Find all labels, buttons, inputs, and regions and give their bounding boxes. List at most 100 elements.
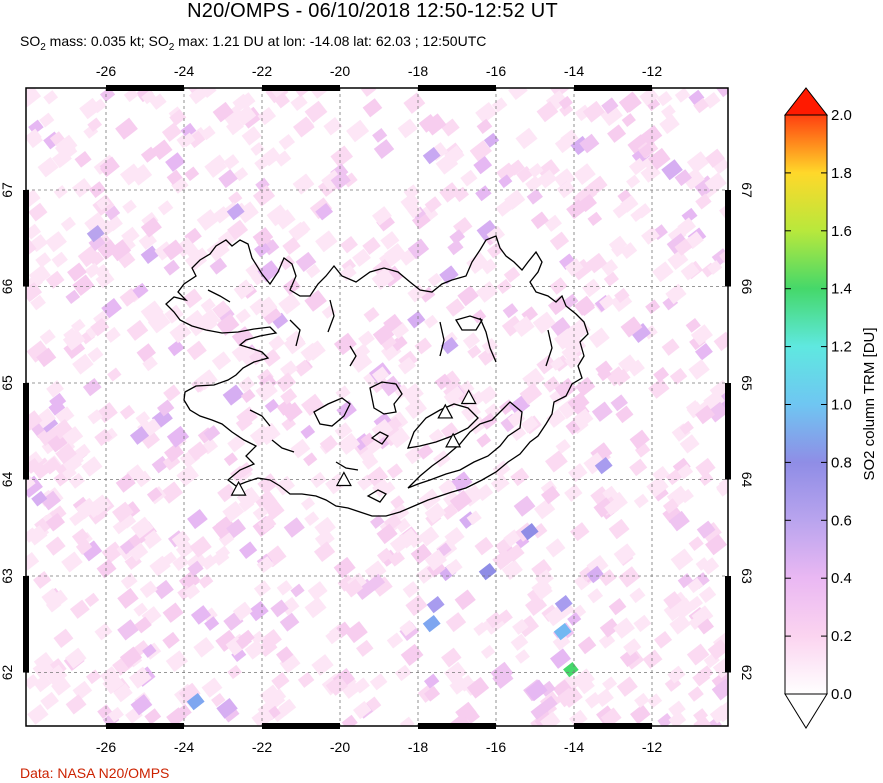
so2-pixel — [603, 271, 619, 287]
so2-pixel — [262, 348, 281, 367]
so2-pixel — [282, 237, 301, 255]
so2-pixel — [250, 142, 265, 156]
so2-pixel-elevated — [186, 692, 205, 711]
so2-pixel — [266, 204, 290, 227]
so2-pixel — [134, 470, 152, 488]
so2-pixel — [53, 628, 74, 648]
so2-pixel — [133, 602, 148, 617]
so2-pixel — [65, 694, 87, 715]
so2-pixel — [216, 313, 240, 336]
so2-pixel — [71, 178, 93, 198]
so2-pixel — [533, 581, 553, 601]
so2-pixel — [64, 647, 87, 669]
so2-pixel — [174, 704, 192, 721]
so2-pixel — [280, 388, 298, 405]
lon-tick-label-bottom: -22 — [252, 739, 272, 755]
so2-pixel-elevated — [478, 562, 497, 581]
so2-pixel — [449, 490, 473, 512]
so2-pixel — [504, 189, 526, 210]
so2-pixel — [60, 216, 76, 232]
so2-pixel — [180, 122, 197, 139]
so2-pixel — [597, 367, 612, 382]
lon-tick-label-top: -12 — [642, 63, 662, 79]
so2-pixel — [399, 620, 417, 637]
so2-pixel — [572, 408, 594, 430]
so2-pixel — [621, 113, 636, 127]
so2-pixel — [473, 156, 493, 175]
so2-pixel — [169, 109, 187, 126]
so2-pixel — [313, 541, 336, 563]
so2-pixel — [67, 262, 87, 282]
so2-pixel — [614, 287, 630, 303]
so2-pixel — [439, 182, 461, 203]
so2-pixel — [545, 450, 568, 473]
so2-pixel — [693, 708, 709, 723]
so2-pixel — [707, 401, 728, 423]
so2-pixel — [290, 438, 311, 459]
so2-pixel — [26, 475, 36, 491]
so2-pixel — [531, 522, 548, 539]
so2-pixel — [525, 594, 548, 616]
so2-pixel — [568, 463, 588, 483]
so2-pixel — [617, 189, 632, 204]
lat-tick-label-left: 67 — [0, 182, 15, 198]
so2-pixel — [49, 589, 68, 609]
so2-pixel — [515, 127, 538, 150]
so2-pixel — [645, 97, 661, 112]
so2-pixel — [132, 282, 149, 299]
so2-pixel — [645, 299, 661, 315]
so2-pixel — [107, 367, 122, 382]
so2-pixel — [171, 530, 191, 549]
so2-pixel — [104, 205, 121, 221]
so2-pixel — [483, 132, 500, 148]
so2-pixel — [550, 316, 571, 337]
so2-pixel — [142, 643, 157, 658]
so2-pixel — [563, 293, 579, 309]
so2-pixel — [667, 249, 689, 270]
lon-tick-label-top: -18 — [408, 63, 428, 79]
so2-pixel — [164, 442, 185, 463]
so2-pixel — [695, 404, 715, 425]
so2-pixel — [705, 533, 727, 556]
so2-pixel — [46, 380, 64, 398]
so2-pixel — [363, 306, 380, 323]
so2-pixel — [677, 463, 694, 480]
frame-bar — [106, 85, 184, 91]
so2-pixel — [665, 283, 687, 305]
colorbar-tick-label: 1.4 — [831, 281, 852, 298]
so2-pixel — [178, 570, 201, 592]
so2-pixel — [618, 91, 642, 114]
so2-pixel — [264, 398, 280, 413]
so2-pixel — [142, 529, 162, 550]
so2-pixel — [87, 346, 104, 363]
colorbar-tick-label: 0.2 — [831, 628, 852, 645]
so2-pixel — [340, 236, 358, 254]
so2-pixel — [227, 664, 242, 680]
so2-pixel — [30, 294, 46, 311]
so2-pixel — [94, 428, 113, 447]
so2-pixel — [657, 712, 674, 726]
so2-pixel — [271, 671, 290, 690]
so2-pixel — [584, 692, 603, 709]
so2-pixel — [232, 601, 253, 621]
so2-pixel — [252, 505, 269, 521]
so2-pixel — [598, 569, 617, 587]
so2-pixel — [653, 630, 673, 649]
so2-pixel — [554, 328, 577, 350]
so2-pixel — [310, 471, 327, 489]
so2-pixel — [718, 476, 728, 492]
so2-pixel — [533, 498, 556, 520]
so2-pixel — [276, 646, 294, 664]
so2-pixel — [564, 258, 584, 277]
so2-pixel — [187, 441, 208, 462]
so2-pixel — [680, 262, 700, 281]
so2-pixel — [434, 373, 452, 390]
so2-pixel — [84, 262, 101, 279]
so2-pixel — [232, 93, 251, 112]
so2-pixel — [253, 580, 272, 597]
tick-labels: -26 -26 -24 -24 -22 -22 -20 -20 -18 -18 -16 -16 -14 -… — [0, 63, 755, 755]
so2-pixel — [608, 518, 630, 540]
so2-pixel — [26, 551, 40, 571]
so2-pixel — [627, 134, 650, 156]
so2-pixel — [633, 614, 652, 633]
